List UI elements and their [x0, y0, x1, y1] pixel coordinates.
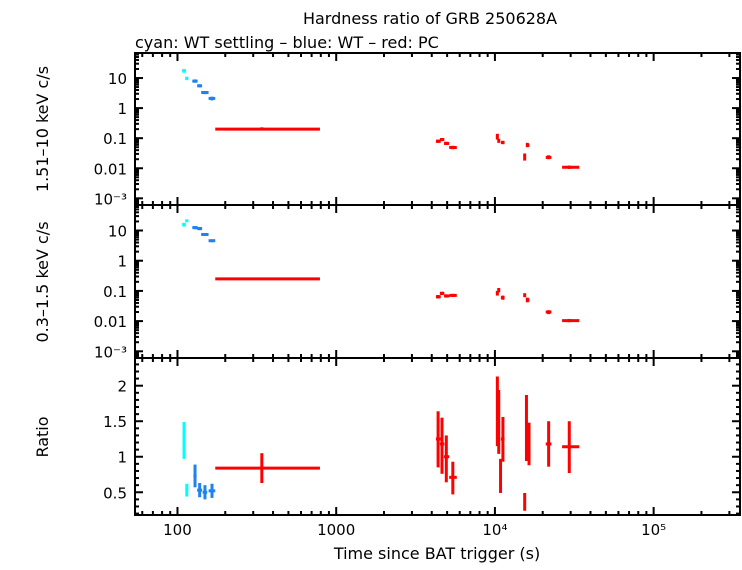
- data-point: [192, 226, 198, 230]
- data-point: [525, 142, 530, 148]
- data-point: [545, 155, 552, 160]
- panel-frame: [134, 204, 741, 359]
- data-point: [435, 139, 441, 143]
- data-point: [525, 297, 530, 303]
- data-point: [449, 293, 457, 297]
- data-point: [197, 483, 203, 498]
- x-tick-label: 10⁵: [641, 521, 666, 539]
- y-tick-label: 0.1: [103, 283, 127, 301]
- data-point: [497, 138, 501, 143]
- xlabel: Time since BAT trigger (s): [333, 544, 540, 563]
- data-point: [449, 145, 457, 150]
- data-point: [499, 458, 503, 493]
- ylabel-hard: 1.51–10 keV c/s: [33, 66, 52, 192]
- panel-0: 10 1 0.1 0.01 10⁻³: [94, 52, 741, 208]
- data-point: [562, 318, 580, 323]
- data-point: [435, 295, 441, 299]
- data-point: [185, 483, 189, 497]
- data-point: [182, 68, 186, 73]
- data-point: [562, 421, 580, 474]
- x-tick-label: 100: [163, 521, 192, 539]
- data-point: [523, 293, 527, 298]
- chart-subtitle: cyan: WT settling – blue: WT – red: PC: [135, 33, 439, 52]
- data-point: [215, 453, 320, 484]
- panel-frame: [134, 357, 741, 516]
- y-tick-label: 1: [117, 100, 127, 118]
- y-tick-label: 1.5: [103, 413, 127, 431]
- data-point: [524, 394, 528, 462]
- ylabel-ratio: Ratio: [33, 416, 52, 457]
- data-point: [182, 421, 186, 459]
- data-point: [208, 96, 216, 101]
- data-point: [435, 411, 441, 468]
- data-point: [439, 138, 445, 142]
- data-point: [192, 79, 198, 83]
- y-tick-label: 0.01: [94, 160, 127, 178]
- data-point: [523, 153, 527, 161]
- data-point: [527, 422, 531, 466]
- data-point: [193, 464, 197, 488]
- data-point: [215, 277, 320, 281]
- data-point: [202, 485, 208, 500]
- data-point: [500, 140, 505, 145]
- y-tick-label: 2: [117, 378, 127, 396]
- data-point: [208, 239, 216, 243]
- data-point: [449, 461, 457, 495]
- data-point: [208, 483, 216, 498]
- data-point: [439, 417, 445, 474]
- data-point: [444, 141, 450, 146]
- data-point: [523, 492, 527, 511]
- data-point: [444, 435, 450, 483]
- chart-title: Hardness ratio of GRB 250628A: [303, 9, 557, 28]
- data-point: [197, 84, 203, 88]
- y-tick-label: 1: [117, 449, 127, 467]
- ylabel-soft: 0.3–1.5 keV c/s: [33, 221, 52, 342]
- data-point: [545, 421, 552, 467]
- data-point: [562, 165, 580, 169]
- data-point: [197, 227, 203, 231]
- y-tick-label: 10: [108, 223, 127, 241]
- data-point: [444, 294, 450, 298]
- y-tick-label: 10: [108, 70, 127, 88]
- data-point: [201, 232, 209, 236]
- panel-2: 0.5 1 1.5 2 100 1000 10⁴ 10⁵: [103, 357, 741, 539]
- data-point: [215, 127, 320, 131]
- y-tick-label: 0.5: [103, 484, 127, 502]
- x-tick-label: 1000: [317, 521, 355, 539]
- data-point: [495, 133, 499, 140]
- y-tick-label: 1: [117, 253, 127, 271]
- y-tick-label: 0.01: [94, 313, 127, 331]
- y-tick-label: 10⁻³: [94, 343, 127, 361]
- panel-1: 10 1 0.1 0.01 10⁻³: [94, 204, 741, 361]
- data-point: [500, 295, 505, 300]
- data-point: [182, 222, 186, 227]
- y-tick-label: 0.1: [103, 130, 127, 148]
- data-point: [201, 91, 209, 95]
- y-tick-label: 10⁻³: [94, 190, 127, 208]
- x-tick-label: 10⁴: [482, 521, 507, 539]
- data-point: [185, 219, 189, 223]
- data-point: [497, 287, 501, 293]
- data-point: [185, 76, 189, 81]
- data-point: [497, 389, 501, 454]
- data-point: [439, 291, 445, 296]
- data-point: [500, 416, 505, 462]
- data-point: [545, 310, 552, 315]
